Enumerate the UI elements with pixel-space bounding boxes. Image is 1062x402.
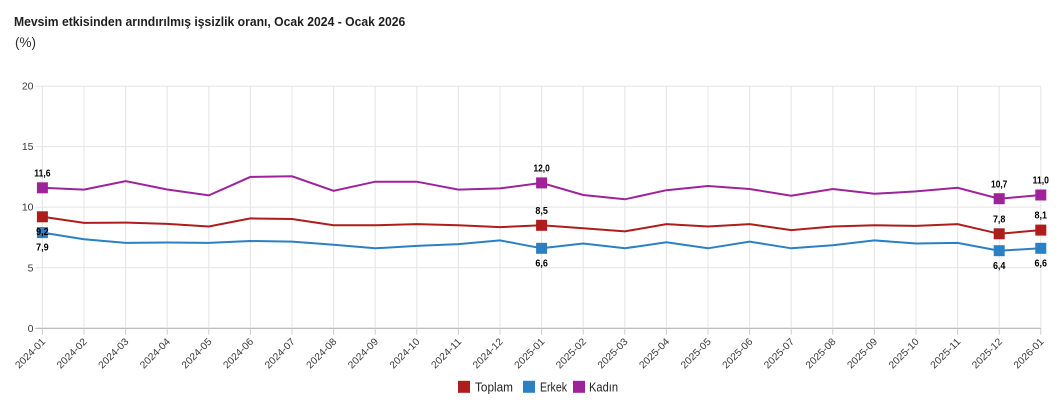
svg-text:2024-07: 2024-07 — [263, 336, 298, 371]
svg-text:6,6: 6,6 — [535, 258, 548, 269]
svg-text:2025-03: 2025-03 — [596, 336, 631, 371]
svg-text:Toplam: Toplam — [475, 380, 513, 394]
svg-text:9,2: 9,2 — [36, 227, 49, 238]
svg-text:2025-11: 2025-11 — [929, 336, 964, 371]
svg-text:2026-01: 2026-01 — [1012, 336, 1047, 371]
svg-text:20: 20 — [22, 81, 34, 93]
svg-text:10,7: 10,7 — [991, 179, 1008, 190]
svg-text:2024-09: 2024-09 — [346, 336, 381, 371]
svg-text:2025-08: 2025-08 — [804, 336, 839, 371]
svg-text:2024-04: 2024-04 — [138, 336, 173, 371]
svg-text:15: 15 — [22, 141, 34, 153]
svg-text:2025-06: 2025-06 — [721, 336, 756, 371]
svg-text:2024-10: 2024-10 — [388, 336, 423, 371]
svg-text:2025-07: 2025-07 — [762, 336, 797, 371]
svg-text:2024-12: 2024-12 — [471, 336, 506, 371]
svg-text:Erkek: Erkek — [540, 380, 568, 394]
svg-text:2025-12: 2025-12 — [970, 336, 1005, 371]
svg-text:2024-02: 2024-02 — [55, 336, 90, 371]
svg-text:6,4: 6,4 — [993, 261, 1006, 272]
svg-text:2024-08: 2024-08 — [305, 336, 340, 371]
svg-text:5: 5 — [28, 262, 34, 274]
svg-text:2024-03: 2024-03 — [97, 336, 132, 371]
svg-text:2024-06: 2024-06 — [221, 336, 256, 371]
svg-text:10: 10 — [22, 202, 34, 214]
svg-text:7,9: 7,9 — [36, 243, 49, 254]
svg-text:2025-10: 2025-10 — [887, 336, 922, 371]
svg-text:2025-01: 2025-01 — [513, 336, 548, 371]
svg-text:2025-09: 2025-09 — [845, 336, 880, 371]
svg-text:2024-05: 2024-05 — [180, 336, 215, 371]
svg-text:2025-02: 2025-02 — [554, 336, 589, 371]
svg-text:Kadın: Kadın — [589, 380, 618, 394]
svg-text:2025-05: 2025-05 — [679, 336, 714, 371]
svg-text:2025-04: 2025-04 — [637, 336, 672, 371]
svg-text:11,0: 11,0 — [1033, 176, 1050, 187]
svg-text:6,6: 6,6 — [1035, 258, 1048, 269]
svg-text:11,6: 11,6 — [34, 168, 51, 179]
svg-text:0: 0 — [28, 323, 34, 335]
svg-text:7,8: 7,8 — [993, 214, 1006, 225]
svg-text:12,0: 12,0 — [533, 164, 550, 175]
svg-text:2024-11: 2024-11 — [429, 336, 464, 371]
svg-text:8,1: 8,1 — [1035, 211, 1048, 222]
svg-text:2024-01: 2024-01 — [13, 336, 48, 371]
svg-text:8,5: 8,5 — [535, 206, 548, 217]
